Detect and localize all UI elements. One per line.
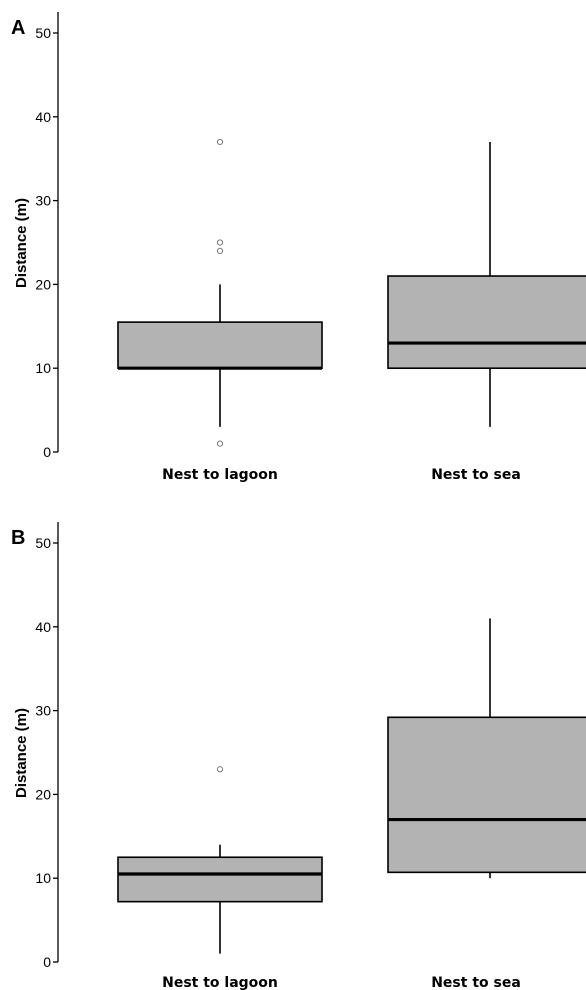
y-tick-label: 0 <box>43 954 51 970</box>
y-tick-label: 10 <box>35 360 51 376</box>
outlier-point <box>216 766 224 773</box>
y-tick-label: 30 <box>35 703 51 719</box>
panel-label: A <box>11 17 25 39</box>
category-label: Nest to lagoon <box>162 975 278 990</box>
y-axis-title: Distance (m) <box>13 198 30 288</box>
y-axis-title: Distance (m) <box>13 708 30 798</box>
outlier-point <box>216 138 224 146</box>
box-iqr <box>387 716 586 874</box>
outlier-point <box>216 239 224 246</box>
y-tick-label: 40 <box>35 109 51 125</box>
y-tick-label: 40 <box>35 619 51 635</box>
y-tick-label: 20 <box>35 786 51 802</box>
y-tick-label: 10 <box>35 870 51 886</box>
y-tick-label: 30 <box>35 193 51 209</box>
outlier-point <box>216 440 224 447</box>
box-iqr <box>117 856 323 903</box>
y-tick-label: 0 <box>43 444 51 460</box>
y-tick-label: 50 <box>35 25 51 41</box>
category-label: Nest to sea <box>431 975 521 990</box>
category-label: Nest to lagoon <box>162 467 278 483</box>
y-tick-label: 20 <box>35 276 51 292</box>
box-iqr <box>387 275 586 369</box>
y-tick-label: 50 <box>35 535 51 551</box>
box-iqr <box>117 321 323 369</box>
category-label: Nest to sea <box>431 467 521 483</box>
outlier-point <box>216 247 224 254</box>
panel-label: B <box>11 527 25 549</box>
